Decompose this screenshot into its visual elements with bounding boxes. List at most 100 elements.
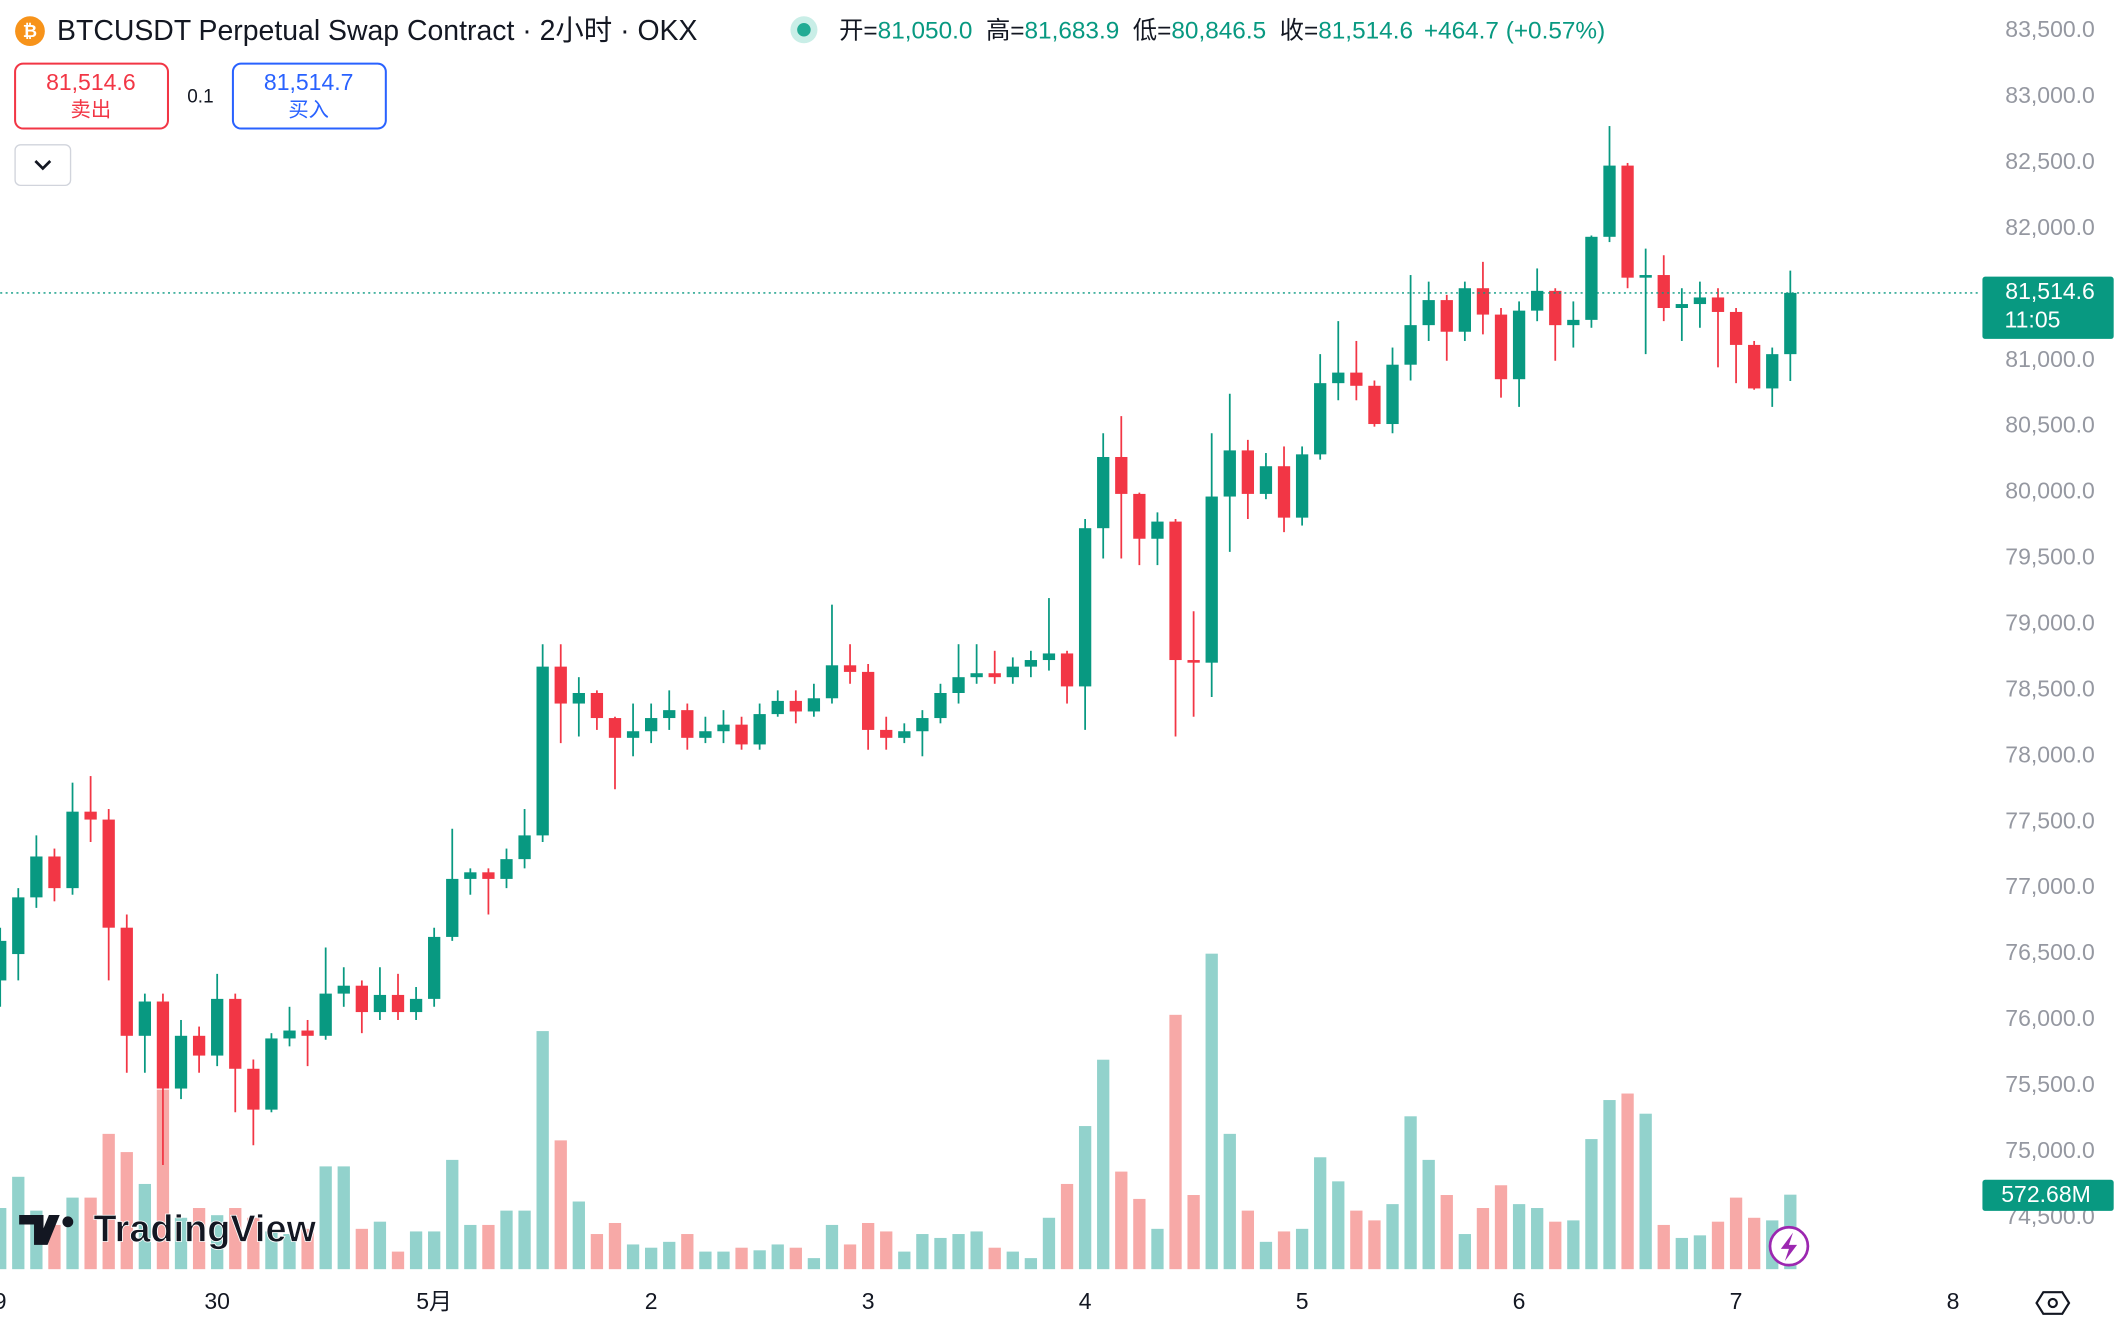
volume-bar xyxy=(446,1159,459,1270)
candle-body xyxy=(1259,466,1273,494)
volume-bar xyxy=(1476,1208,1490,1270)
candle-body xyxy=(1512,310,1526,380)
volume-bar xyxy=(825,1224,839,1270)
volume-bar xyxy=(247,1217,260,1270)
buy-button[interactable] xyxy=(231,62,387,130)
buy-price: 81,514.7 xyxy=(264,69,354,95)
candle-body xyxy=(1223,450,1236,497)
candle-body xyxy=(1169,521,1182,661)
volume-bar xyxy=(337,1166,350,1270)
candle-body xyxy=(1458,288,1471,332)
candle-body xyxy=(48,856,61,889)
sell-button[interactable] xyxy=(14,62,169,130)
volume-bar xyxy=(626,1244,640,1270)
volume-bar xyxy=(789,1247,802,1270)
candle-body xyxy=(30,856,43,898)
candle-body xyxy=(1404,325,1417,365)
current-price-label: 81,514.6 xyxy=(2005,278,2095,304)
ohlc-label: 开= xyxy=(839,18,878,45)
ohlc-label: 低= xyxy=(1133,18,1172,45)
volume-bar xyxy=(1675,1237,1688,1270)
candle-body xyxy=(1006,666,1019,678)
volume-bar xyxy=(229,1208,242,1270)
candle-body xyxy=(1549,290,1562,326)
candle-body xyxy=(1332,372,1345,384)
candle-body xyxy=(482,872,495,879)
volume-bar xyxy=(518,1210,531,1270)
lightning-icon xyxy=(1780,1232,1798,1262)
volume-bar xyxy=(1729,1197,1743,1270)
y-tick-label: 79,500.0 xyxy=(2005,544,2095,570)
candle-body xyxy=(1729,311,1743,345)
symbol-title[interactable]: BTCUSDT Perpetual Swap Contract · 2小时 · … xyxy=(57,15,697,47)
ohlc-value: 81,514.6 xyxy=(1318,18,1413,45)
volume-bar xyxy=(48,1224,61,1270)
volume-bar xyxy=(1585,1139,1598,1270)
volume-bar xyxy=(84,1197,97,1270)
candle-body xyxy=(1024,660,1038,667)
volume-bar xyxy=(265,1231,278,1270)
volume-bar xyxy=(138,1183,152,1270)
volume-bar xyxy=(1639,1113,1652,1270)
ohlc-value: 80,846.5 xyxy=(1171,18,1266,45)
volume-bar xyxy=(1187,1195,1200,1270)
candle-body xyxy=(355,985,368,1013)
settings-button[interactable] xyxy=(2035,1291,2071,1315)
candle-body xyxy=(0,940,7,981)
volume-bar xyxy=(699,1251,712,1270)
candle-body xyxy=(825,665,839,699)
candle-body xyxy=(1368,385,1381,425)
coin-symbol: ₿ xyxy=(23,21,37,41)
volume-bar xyxy=(663,1241,676,1270)
ohlc-label: 高= xyxy=(986,18,1025,45)
candle-body xyxy=(211,998,224,1056)
y-tick-label: 80,000.0 xyxy=(2005,478,2095,504)
candle-body xyxy=(1567,319,1580,326)
candle-body xyxy=(229,998,242,1069)
settings-icon xyxy=(2047,1297,2058,1309)
candle-body xyxy=(934,692,947,719)
x-tick-label: 4 xyxy=(1079,1288,1092,1314)
volume-bar xyxy=(391,1251,405,1270)
candle-body xyxy=(663,710,676,719)
coin-icon xyxy=(15,16,45,47)
candle-body xyxy=(536,666,549,836)
candle-body xyxy=(735,724,748,745)
volume-bar xyxy=(1567,1220,1580,1270)
candle-body xyxy=(1350,372,1363,386)
candle-body xyxy=(428,936,441,999)
volume-bar xyxy=(1259,1241,1273,1270)
candle-body xyxy=(319,993,332,1036)
candle-body xyxy=(84,811,97,820)
candle-body xyxy=(192,1035,206,1056)
collapse-button[interactable] xyxy=(14,144,72,187)
countdown-label: 11:05 xyxy=(2005,306,2061,332)
volume-bar xyxy=(0,1208,7,1270)
volume-bar xyxy=(681,1234,694,1270)
candle-body xyxy=(880,729,893,738)
candle-body xyxy=(1133,493,1146,539)
volume-bar xyxy=(1314,1157,1327,1270)
candle-body xyxy=(1422,300,1435,326)
candle-body xyxy=(1748,344,1761,389)
y-tick-label: 78,000.0 xyxy=(2005,741,2095,767)
volume-bar xyxy=(373,1221,387,1270)
price-layer xyxy=(0,126,1979,1166)
volume-bar xyxy=(572,1201,585,1270)
volume-bar xyxy=(283,1234,296,1270)
candle-body xyxy=(1187,660,1200,663)
volume-bar xyxy=(717,1251,730,1270)
volume-bar xyxy=(102,1133,115,1270)
x-tick-label: 6 xyxy=(1513,1288,1526,1314)
volume-bar xyxy=(916,1234,929,1270)
volume-bar xyxy=(482,1224,495,1270)
x-tick-label: 30 xyxy=(204,1288,230,1314)
candle-body xyxy=(916,718,929,732)
candle-body xyxy=(500,859,513,879)
y-tick-label: 76,000.0 xyxy=(2005,1005,2095,1031)
volume-bar xyxy=(898,1251,911,1270)
candle-body xyxy=(1766,354,1779,389)
change: +464.7 (+0.57%) xyxy=(1424,18,1605,45)
volume-bar xyxy=(1060,1183,1074,1270)
candle-body xyxy=(1060,653,1074,687)
